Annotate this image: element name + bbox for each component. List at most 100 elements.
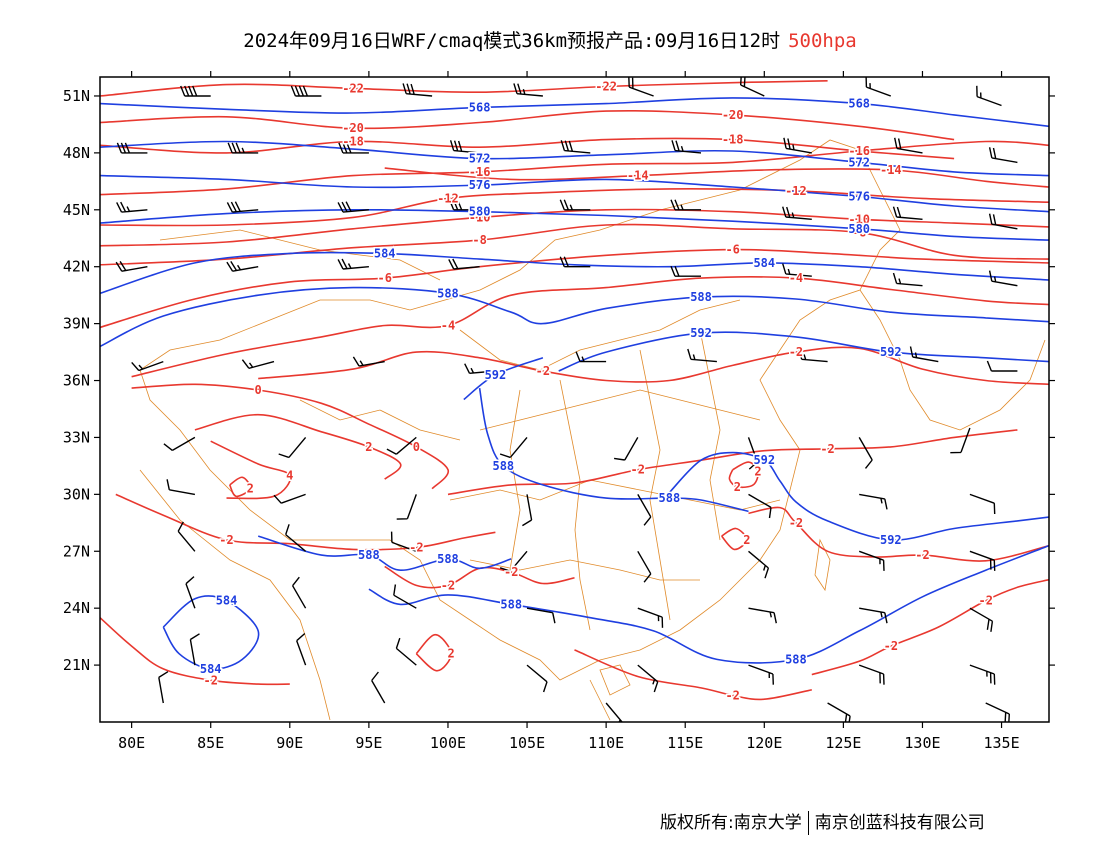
height-contour — [100, 251, 1049, 295]
wind-barb — [671, 140, 702, 154]
wind-barb — [909, 346, 939, 363]
temperature-contour — [100, 140, 1049, 196]
height-contour-label: 588 — [659, 491, 681, 505]
height-contour — [558, 331, 1049, 372]
temperature-contour-label: -6 — [377, 271, 391, 285]
temperature-contour-label: 2 — [365, 440, 372, 454]
height-contour-label: 572 — [848, 155, 870, 169]
temperature-contour — [384, 565, 575, 589]
height-contour-label: 568 — [848, 97, 870, 111]
temperature-contour — [100, 80, 828, 97]
wind-barb — [748, 607, 777, 624]
y-tick-label: 27N — [63, 542, 90, 560]
y-tick-label: 51N — [63, 87, 90, 105]
wind-barb — [386, 436, 417, 455]
temperature-contour-label: -14 — [880, 163, 902, 177]
axes: 80E 85E 90E 95E 100E 105E 110E 115E 120E 125E 130E… — [63, 71, 1055, 752]
wind-barb — [986, 360, 1018, 372]
temperature-contour — [100, 188, 1049, 227]
wind-barb — [892, 206, 923, 220]
wind-barb — [747, 437, 759, 470]
wind-barb — [858, 550, 885, 571]
temperature-contour-label: 2 — [754, 465, 761, 479]
height-contour-label: 572 — [469, 152, 491, 166]
wind-barb — [858, 664, 885, 685]
wind-barb — [670, 265, 701, 277]
wind-barb — [637, 494, 652, 526]
chart-title: 2024年09月16日WRF/cmaq模式36km预报产品:09月16日12时 5… — [0, 26, 1100, 53]
height-contour-label: 592 — [690, 326, 712, 340]
province-line — [559, 379, 591, 631]
y-tick-label: 39N — [63, 315, 90, 333]
temperature-contour-label: -2 — [820, 442, 834, 456]
neighbor-boundary — [589, 679, 611, 721]
wind-barb — [278, 436, 307, 459]
wind-barb — [559, 199, 591, 211]
x-tick-label: 135E — [983, 734, 1019, 752]
wind-barb — [988, 270, 1018, 287]
temperature-contour-label: -18 — [722, 133, 744, 147]
wind-barb — [687, 348, 717, 363]
wind-barb — [290, 85, 322, 97]
y-tick-label: 48N — [63, 144, 90, 162]
wind-barb — [560, 140, 591, 154]
wind-barb — [782, 206, 812, 220]
height-contour — [100, 208, 1049, 241]
province-line — [299, 399, 461, 441]
company-name: 南京创蓝科技有限公司 — [814, 813, 985, 833]
temperature-contour — [100, 248, 1049, 329]
wind-barb — [559, 256, 591, 268]
temperature-contour-label: -18 — [342, 135, 364, 149]
china-boundary — [139, 139, 901, 681]
height-contour-label: 580 — [848, 222, 870, 236]
temperature-contour-label: -10 — [469, 210, 491, 224]
wind-barb — [338, 142, 369, 154]
temperature-contour-label: -10 — [848, 212, 870, 226]
wind-barb — [969, 493, 996, 515]
height-contour-label: 588 — [358, 548, 380, 562]
temperature-contour-label: -2 — [979, 594, 993, 608]
hainan-coast — [599, 664, 631, 696]
height-contour — [100, 286, 1049, 348]
y-tick-label: 42N — [63, 258, 90, 276]
wind-barb — [371, 671, 386, 704]
x-tick-label: 105E — [509, 734, 545, 752]
geopotential-height-contours — [100, 97, 1049, 670]
height-contour-label: 584 — [374, 246, 396, 260]
temperature-contour-label: 2 — [247, 482, 254, 496]
wind-barb — [950, 427, 971, 454]
wind-barb — [273, 493, 306, 504]
wind-barb — [859, 607, 888, 624]
height-contour — [100, 174, 1049, 213]
temperature-contour-label: -6 — [725, 243, 739, 257]
temperature-contour — [447, 429, 1018, 496]
temperature-contour-label: -22 — [595, 79, 617, 93]
temperature-contour-label: -20 — [722, 108, 744, 122]
temperature-contour-label: -2 — [725, 688, 739, 702]
temperature-contour-label: 2 — [448, 647, 455, 661]
height-contour — [257, 535, 512, 572]
province-line — [509, 389, 521, 571]
temperature-contour — [720, 527, 748, 551]
temperature-contour-label: -2 — [504, 565, 518, 579]
temperature-contour — [415, 633, 452, 672]
temperature-contour-label: -12 — [437, 191, 459, 205]
temperature-contour — [115, 493, 496, 551]
temperature-contour — [100, 109, 955, 141]
temperature-contour — [748, 506, 1049, 562]
province-boundaries — [139, 139, 1046, 721]
korea-japan-coast — [859, 289, 1046, 431]
wind-barb — [163, 436, 196, 452]
y-tick-label: 24N — [63, 599, 90, 617]
x-tick-label: 85E — [197, 734, 224, 752]
neighbor-boundary — [159, 229, 441, 281]
x-tick-label: 100E — [430, 734, 466, 752]
temperature-contour-label: -2 — [536, 364, 550, 378]
wind-barb — [969, 550, 996, 571]
wind-barb — [613, 437, 639, 461]
height-contour-label: 588 — [437, 286, 459, 300]
temperature-contour-label: -12 — [785, 184, 807, 198]
temperature-contour — [131, 383, 449, 490]
wind-barb — [782, 263, 812, 277]
